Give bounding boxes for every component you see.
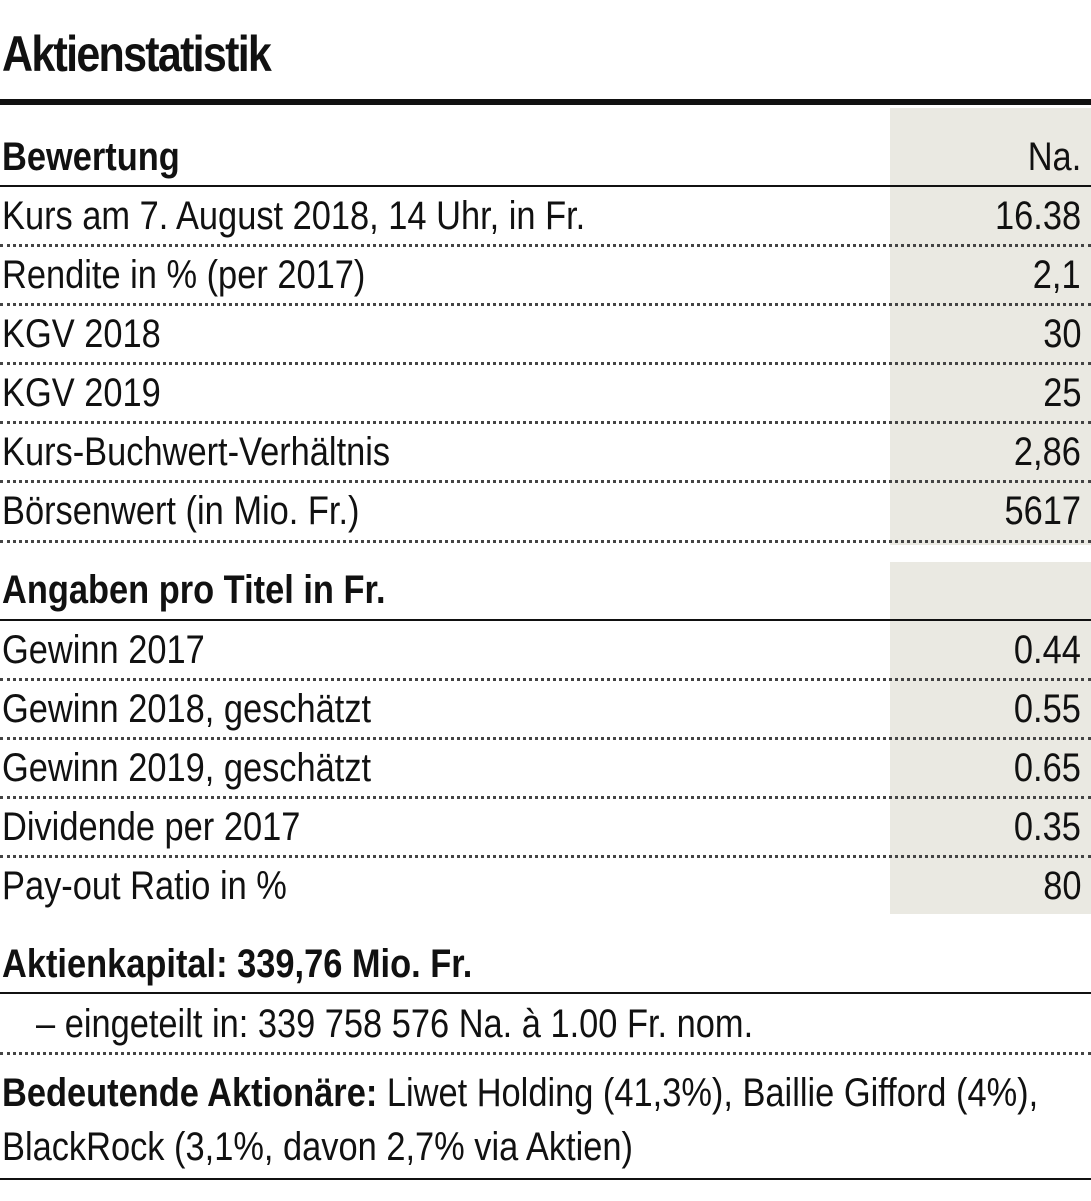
table-row: Kurs-Buchwert-Verhältnis 2,86 [0,423,1091,482]
column-header: Na. [1027,135,1081,179]
row-label: KGV 2019 [2,371,161,415]
bottom-rule [0,1178,1091,1180]
dotted-divider [0,362,1091,365]
row-label: Gewinn 2019, geschätzt [2,746,372,790]
row-label: Börsenwert (in Mio. Fr.) [2,489,360,533]
row-value: 0.35 [1014,805,1081,849]
row-label: Kurs-Buchwert-Verhältnis [2,430,391,474]
title-rule [0,99,1091,105]
row-value: 2,86 [1014,430,1081,474]
table-row: Dividende per 2017 0.35 [0,798,1091,857]
row-label: Dividende per 2017 [2,805,301,849]
dotted-divider [0,678,1091,681]
dotted-divider [0,303,1091,306]
value-column-background [890,108,1091,545]
row-value: 25 [1042,371,1081,415]
divider [0,992,1091,994]
row-value: 0.44 [1014,628,1081,672]
row-value: 80 [1042,864,1081,908]
dotted-divider [0,421,1091,424]
table-row: Gewinn 2017 0.44 [0,621,1091,680]
dotted-divider [0,796,1091,799]
row-value: 0.65 [1014,746,1081,790]
dotted-divider [0,1052,1091,1055]
row-value: 30 [1042,312,1081,356]
row-label: Gewinn 2018, geschätzt [2,687,372,731]
share-capital-heading: Aktienkapital: 339,76 Mio. Fr. [2,942,473,986]
page-title: Aktienstatistik [2,26,272,82]
table-row: Kurs am 7. August 2018, 14 Uhr, in Fr. 1… [0,187,1091,246]
section-heading: Angaben pro Titel in Fr. [2,568,386,612]
dotted-divider [0,480,1091,483]
divider [0,185,1091,187]
table-row: Börsenwert (in Mio. Fr.) 5617 [0,482,1091,541]
row-label: Pay-out Ratio in % [2,864,287,908]
dotted-divider [0,855,1091,858]
row-value: 0.55 [1014,687,1081,731]
table-row: Gewinn 2019, geschätzt 0.65 [0,739,1091,798]
major-shareholders-label: Bedeutende Aktionäre: [2,1071,378,1115]
major-shareholders-text: Liwet Holding (41,3%), Baillie Gifford (… [2,1071,1039,1169]
dotted-divider [0,737,1091,740]
section-heading: Bewertung [2,135,180,179]
row-value: 16.38 [994,194,1081,238]
section-header-bewertung: Bewertung Na. [0,128,1091,187]
row-label: Kurs am 7. August 2018, 14 Uhr, in Fr. [2,194,586,238]
section-header-angaben: Angaben pro Titel in Fr. [0,561,1091,620]
row-value: 2,1 [1033,253,1081,297]
table-row: Gewinn 2018, geschätzt 0.55 [0,680,1091,739]
row-label: KGV 2018 [2,312,161,356]
row-label: Gewinn 2017 [2,628,205,672]
divider [0,619,1091,621]
table-row: KGV 2018 30 [0,305,1091,364]
table-row: KGV 2019 25 [0,364,1091,423]
row-label: Rendite in % (per 2017) [2,253,366,297]
share-capital-detail: – eingeteilt in: 339 758 576 Na. à 1.00 … [36,1002,754,1046]
dotted-divider [0,540,1091,543]
major-shareholders: Bedeutende Aktionäre: Liwet Holding (41,… [2,1066,1068,1174]
table-row: Rendite in % (per 2017) 2,1 [0,246,1091,305]
dotted-divider [0,244,1091,247]
row-value: 5617 [1004,489,1081,533]
table-row: Pay-out Ratio in % 80 [0,857,1091,916]
